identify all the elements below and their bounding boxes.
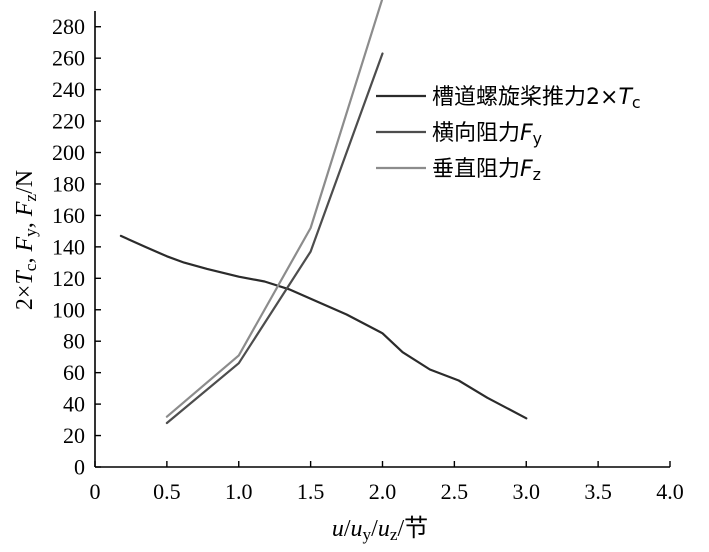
text-part: F — [520, 157, 533, 182]
legend-label: 垂直阻力Fz — [432, 157, 541, 184]
text-part: z — [21, 194, 40, 202]
text-part: T — [618, 85, 633, 110]
x-tick-label: 0 — [90, 479, 101, 504]
text-part: u — [351, 516, 363, 542]
text-part: /N — [12, 170, 38, 194]
x-tick-label: 4.0 — [656, 479, 684, 504]
y-axis-ticks: 0 20 40 60 80 100 120 140 160 180 200 220 240 260 280 — [52, 14, 101, 480]
y-tick-label: 280 — [52, 14, 85, 39]
y-tick-label: 80 — [63, 329, 85, 354]
text-part: , — [12, 216, 38, 228]
text-part: 2× — [12, 285, 38, 311]
series-line-2 — [165, 52, 384, 425]
y-tick-label: 140 — [52, 234, 85, 259]
text-part: y — [21, 228, 40, 237]
y-tick-label: 260 — [52, 46, 85, 71]
text-part: /节 — [397, 515, 428, 542]
y-tick-label: 20 — [63, 423, 85, 448]
text-part: u — [378, 516, 390, 542]
axes — [94, 11, 670, 468]
text-part: y — [533, 129, 542, 148]
text-part: 槽道螺旋桨推力2× — [432, 85, 618, 110]
x-tick-label: 1.5 — [297, 479, 325, 504]
y-tick-label: 180 — [52, 171, 85, 196]
y-tick-label: 160 — [52, 203, 85, 228]
y-tick-label: 240 — [52, 77, 85, 102]
y-tick-label: 0 — [74, 455, 85, 480]
x-axis-ticks: 0 0.5 1.0 1.5 2.0 2.5 3.0 3.5 4.0 — [90, 461, 684, 504]
text-part: z — [390, 525, 398, 544]
y-tick-label: 60 — [63, 360, 85, 385]
x-tick-label: 3.0 — [513, 479, 541, 504]
x-tick-label: 1.0 — [225, 479, 253, 504]
x-tick-label: 0.5 — [153, 479, 181, 504]
y-tick-label: 100 — [52, 297, 85, 322]
text-part: c — [21, 263, 40, 271]
text-part: / — [344, 516, 351, 542]
text-part: F — [12, 201, 38, 217]
y-axis-title: 2×Tc, Fy, Fz/N — [12, 170, 40, 310]
y-tick-label: 120 — [52, 266, 85, 291]
text-part: F — [12, 237, 38, 253]
x-axis-title: u/uy/uz/节 — [332, 515, 428, 544]
y-tick-label: 200 — [52, 140, 85, 165]
text-part: y — [363, 525, 372, 544]
series-line-1 — [119, 234, 528, 420]
text-part: , — [12, 252, 38, 264]
legend-label: 横向阻力Fy — [432, 121, 542, 148]
y-tick-label: 40 — [63, 392, 85, 417]
text-part: c — [632, 93, 641, 112]
legend-label: 槽道螺旋桨推力2×Tc — [432, 85, 641, 112]
text-part: 横向阻力 — [432, 121, 520, 146]
text-part: F — [520, 121, 533, 146]
series-layer — [119, 0, 528, 425]
legend: 槽道螺旋桨推力2×Tc 横向阻力Fy 垂直阻力Fz — [376, 85, 641, 184]
y-tick-label: 220 — [52, 109, 85, 134]
text-part: u — [332, 516, 344, 542]
x-tick-label: 3.5 — [584, 479, 612, 504]
series-line-3 — [165, 0, 384, 418]
text-part: z — [533, 165, 541, 184]
text-part: 垂直阻力 — [432, 157, 520, 182]
text-part: T — [12, 270, 38, 285]
x-tick-label: 2.0 — [369, 479, 397, 504]
x-tick-label: 2.5 — [441, 479, 469, 504]
text-part: / — [371, 516, 378, 542]
